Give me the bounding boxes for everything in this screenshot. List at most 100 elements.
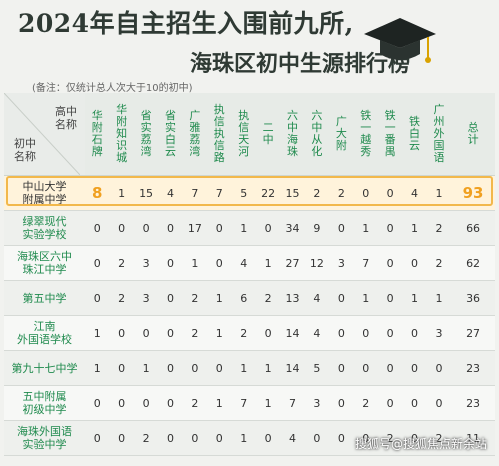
value-cell: 1 <box>182 245 208 281</box>
value-cell: 0 <box>426 350 452 386</box>
value-cell: 1 <box>402 210 427 246</box>
value-cell: 0 <box>426 385 452 421</box>
corner-diagonal <box>4 93 80 175</box>
school-name-cell: 海珠外国语 实验中学 <box>4 420 86 456</box>
header-row: 高中 名称 初中 名称 华附石牌 华附知识城 省实荔湾 省实白云 广雅荔湾 执信… <box>4 93 495 176</box>
value-cell: 0 <box>133 385 159 421</box>
value-cell: 2 <box>353 385 378 421</box>
value-cell: 1 <box>231 420 256 456</box>
value-cell: 3 <box>329 245 354 281</box>
value-cell: 2 <box>182 280 208 316</box>
value-cell: 0 <box>109 385 134 421</box>
value-cell: 7 <box>207 175 232 211</box>
column-header: 华附石牌 <box>85 93 110 176</box>
column-header: 华附知识城 <box>109 93 134 176</box>
table-row: 绿翠现代 实验学校 0 0 0 0 17 0 1 0 34 9 0 1 0 1 2 66 <box>4 210 495 246</box>
value-cell: 0 <box>377 245 403 281</box>
table-body: 中山大学 附属中学 8 1 15 4 7 7 5 22 15 2 2 0 0 4 1 93 绿翠现代 实验学校 0 0 0 0… <box>4 175 495 456</box>
school-name-cell: 中山大学 附属中学 <box>4 175 86 211</box>
value-cell: 0 <box>304 420 330 456</box>
value-cell: 1 <box>85 315 110 351</box>
table-row: 中山大学 附属中学 8 1 15 4 7 7 5 22 15 2 2 0 0 4 1 93 <box>4 175 495 211</box>
total-cell: 23 <box>451 350 495 386</box>
school-name-cell: 绿翠现代 实验学校 <box>4 210 86 246</box>
value-cell: 14 <box>280 350 305 386</box>
value-cell: 12 <box>304 245 330 281</box>
school-name-cell: 江南 外国语学校 <box>4 315 86 351</box>
value-cell: 0 <box>85 245 110 281</box>
value-cell: 0 <box>158 210 183 246</box>
value-cell: 0 <box>207 245 232 281</box>
value-cell: 0 <box>207 350 232 386</box>
ranking-table: 高中 名称 初中 名称 华附石牌 华附知识城 省实荔湾 省实白云 广雅荔湾 执信… <box>4 93 495 456</box>
value-cell: 2 <box>255 280 281 316</box>
value-cell: 1 <box>231 350 256 386</box>
value-cell: 3 <box>304 385 330 421</box>
value-cell: 1 <box>426 175 452 211</box>
value-cell: 0 <box>329 210 354 246</box>
value-cell: 0 <box>255 315 281 351</box>
column-header: 铁白云 <box>402 93 427 176</box>
value-cell: 0 <box>109 210 134 246</box>
value-cell: 3 <box>133 245 159 281</box>
value-cell: 0 <box>329 280 354 316</box>
high-school-axis-label: 高中 名称 <box>55 105 78 131</box>
total-cell: 11 <box>451 420 495 456</box>
value-cell: 0 <box>329 385 354 421</box>
value-cell: 0 <box>182 420 208 456</box>
value-cell: 0 <box>353 350 378 386</box>
value-cell: 0 <box>353 175 378 211</box>
value-cell: 0 <box>85 280 110 316</box>
value-cell: 2 <box>426 210 452 246</box>
value-cell: 1 <box>207 385 232 421</box>
value-cell: 4 <box>304 315 330 351</box>
value-cell: 27 <box>280 245 305 281</box>
value-cell: 0 <box>109 350 134 386</box>
value-cell: 0 <box>402 385 427 421</box>
value-cell: 1 <box>255 350 281 386</box>
value-cell: 1 <box>231 210 256 246</box>
value-cell: 0 <box>109 315 134 351</box>
value-cell: 0 <box>329 350 354 386</box>
value-cell: 22 <box>255 175 281 211</box>
value-cell: 9 <box>304 210 330 246</box>
value-cell: 0 <box>133 210 159 246</box>
table-row: 五中附属 初级中学 0 0 0 0 2 1 7 1 7 3 0 2 0 0 0 23 <box>4 385 495 421</box>
value-cell: 13 <box>280 280 305 316</box>
value-cell: 7 <box>353 245 378 281</box>
column-header: 省实荔湾 <box>133 93 159 176</box>
value-cell: 4 <box>231 245 256 281</box>
value-cell: 0 <box>353 420 378 456</box>
value-cell: 1 <box>255 385 281 421</box>
value-cell: 2 <box>109 280 134 316</box>
value-cell: 0 <box>182 350 208 386</box>
value-cell: 4 <box>280 420 305 456</box>
note: (备注：仅统计总人次大于10的初中) <box>32 83 193 94</box>
value-cell: 0 <box>85 210 110 246</box>
value-cell: 34 <box>280 210 305 246</box>
value-cell: 0 <box>377 315 403 351</box>
value-cell: 0 <box>377 350 403 386</box>
total-cell: 66 <box>451 210 495 246</box>
value-cell: 3 <box>133 280 159 316</box>
value-cell: 0 <box>158 385 183 421</box>
value-cell: 0 <box>402 245 427 281</box>
value-cell: 7 <box>231 385 256 421</box>
value-cell: 15 <box>133 175 159 211</box>
value-cell: 17 <box>182 210 208 246</box>
table-row: 海珠区六中 珠江中学 0 2 3 0 1 0 4 1 27 12 3 7 0 0 2 62 <box>4 245 495 281</box>
value-cell: 0 <box>158 420 183 456</box>
value-cell: 0 <box>255 420 281 456</box>
middle-school-axis-label: 初中 名称 <box>14 137 36 163</box>
total-cell: 93 <box>451 175 495 211</box>
value-cell: 2 <box>182 385 208 421</box>
table-row: 第九十七中学 1 0 1 0 0 0 1 1 14 5 0 0 0 0 0 23 <box>4 350 495 386</box>
total-cell: 23 <box>451 385 495 421</box>
value-cell: 3 <box>426 315 452 351</box>
value-cell: 4 <box>304 280 330 316</box>
value-cell: 2 <box>377 420 403 456</box>
value-cell: 1 <box>207 315 232 351</box>
value-cell: 1 <box>207 280 232 316</box>
value-cell: 0 <box>377 385 403 421</box>
value-cell: 1 <box>85 350 110 386</box>
